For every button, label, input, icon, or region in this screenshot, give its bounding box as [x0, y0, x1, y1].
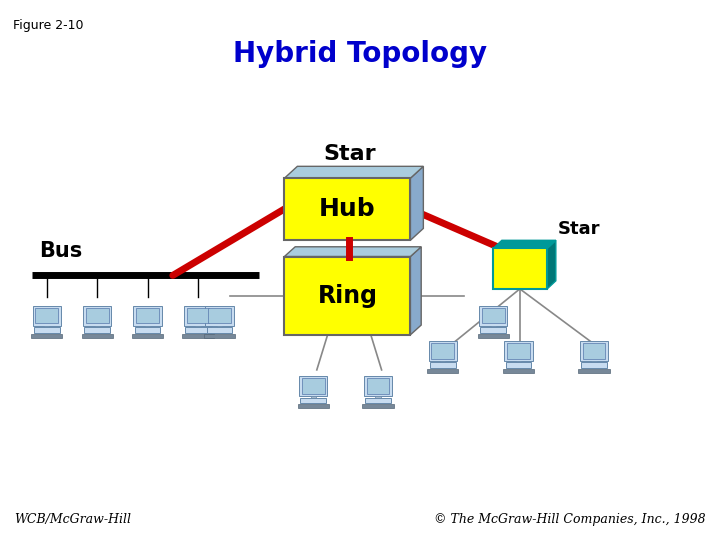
Bar — [364, 376, 392, 396]
Bar — [135, 327, 161, 333]
Bar — [299, 376, 328, 396]
Bar — [430, 362, 456, 368]
Bar — [310, 396, 316, 400]
Bar — [297, 404, 329, 408]
Bar — [191, 328, 205, 331]
Bar — [284, 256, 410, 335]
Bar — [31, 334, 63, 338]
Bar — [184, 306, 212, 326]
Bar — [300, 397, 326, 403]
Bar — [490, 326, 496, 330]
Bar — [86, 308, 109, 323]
Bar — [505, 362, 531, 368]
Bar — [480, 327, 506, 333]
Bar — [136, 308, 159, 323]
Bar — [428, 341, 457, 361]
Bar — [578, 369, 610, 373]
Bar — [40, 328, 54, 331]
Bar — [140, 328, 155, 331]
Bar — [302, 379, 325, 394]
Bar — [182, 334, 214, 338]
Bar — [477, 334, 509, 338]
Bar — [145, 326, 150, 330]
Bar — [436, 363, 450, 366]
Bar — [81, 334, 113, 338]
Bar — [479, 306, 508, 326]
Text: Ring: Ring — [318, 284, 377, 308]
Bar — [35, 308, 58, 323]
Bar — [431, 343, 454, 359]
Bar — [507, 343, 530, 359]
Bar — [90, 328, 104, 331]
Bar — [34, 327, 60, 333]
Text: Hub: Hub — [319, 197, 376, 221]
Bar — [205, 306, 234, 326]
Bar — [587, 363, 601, 366]
Bar — [366, 379, 390, 394]
Text: Star: Star — [558, 220, 600, 239]
Bar — [503, 369, 534, 373]
Text: Star: Star — [323, 144, 376, 164]
Text: Hybrid Topology: Hybrid Topology — [233, 40, 487, 69]
Bar — [375, 396, 381, 400]
Bar — [83, 306, 112, 326]
Bar — [208, 308, 231, 323]
Polygon shape — [284, 247, 421, 256]
Text: WCB/McGraw-Hill: WCB/McGraw-Hill — [14, 514, 132, 526]
Bar — [486, 328, 500, 331]
Bar — [511, 363, 526, 366]
Bar — [493, 248, 547, 289]
Bar — [427, 369, 459, 373]
Polygon shape — [410, 166, 423, 240]
Bar — [504, 341, 533, 361]
Bar — [440, 361, 446, 365]
Bar — [582, 343, 606, 359]
Bar — [591, 361, 597, 365]
Bar — [516, 361, 521, 365]
Bar — [204, 334, 235, 338]
Text: © The McGraw-Hill Companies, Inc., 1998: © The McGraw-Hill Companies, Inc., 1998 — [434, 514, 706, 526]
Bar — [362, 404, 394, 408]
Bar — [306, 399, 320, 401]
Text: Figure 2-10: Figure 2-10 — [13, 19, 84, 32]
Bar — [371, 399, 385, 401]
Bar — [284, 178, 410, 240]
Bar — [94, 326, 100, 330]
Polygon shape — [410, 247, 421, 335]
Bar — [580, 341, 608, 361]
Polygon shape — [547, 240, 556, 289]
Bar — [365, 397, 391, 403]
Polygon shape — [284, 166, 423, 178]
Bar — [185, 327, 211, 333]
Bar — [133, 306, 162, 326]
Text: Bus: Bus — [40, 241, 83, 261]
Bar — [212, 328, 227, 331]
Bar — [195, 326, 201, 330]
Bar — [132, 334, 163, 338]
Bar — [581, 362, 607, 368]
Bar — [186, 308, 210, 323]
Bar — [207, 327, 233, 333]
Bar — [32, 306, 61, 326]
Bar — [44, 326, 50, 330]
Bar — [217, 326, 222, 330]
Bar — [84, 327, 110, 333]
Bar — [482, 308, 505, 323]
Polygon shape — [493, 240, 556, 248]
